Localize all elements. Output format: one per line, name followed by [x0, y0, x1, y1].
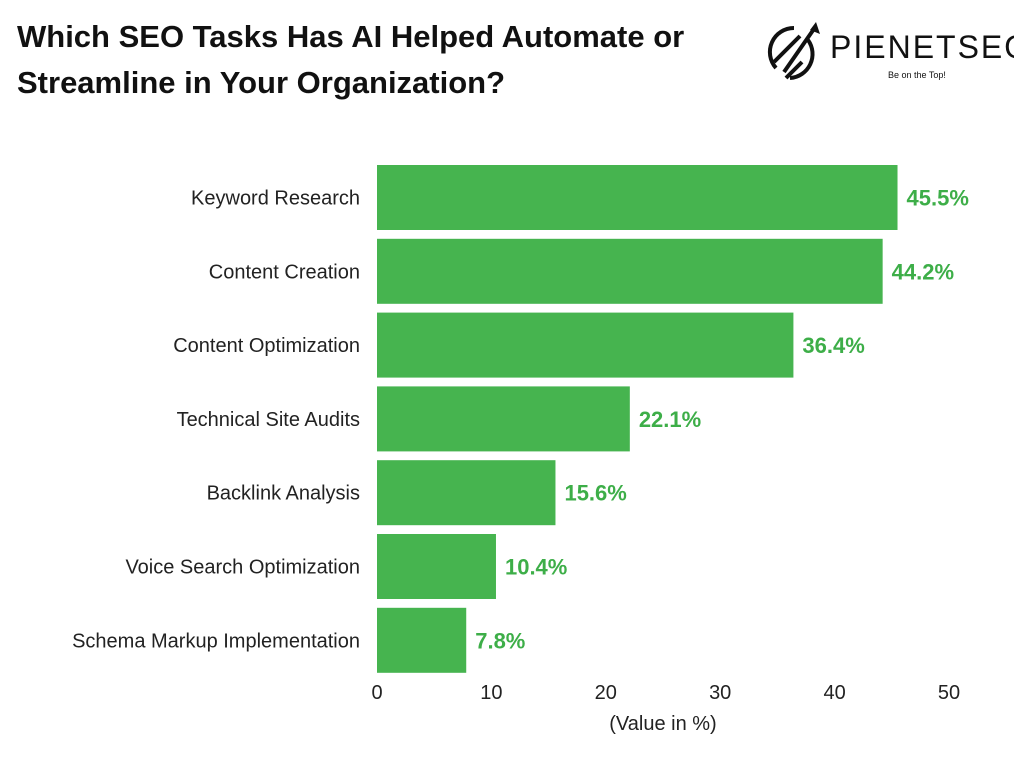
data-label: 10.4% — [505, 555, 567, 580]
category-label: Schema Markup Implementation — [72, 630, 360, 652]
x-tick-label: 20 — [595, 682, 617, 704]
bar — [377, 238, 883, 304]
bar — [377, 607, 467, 673]
bar — [377, 386, 630, 452]
data-label: 15.6% — [564, 481, 626, 506]
category-label: Voice Search Optimization — [125, 557, 360, 579]
x-tick-label: 0 — [371, 682, 382, 704]
data-label: 7.8% — [475, 628, 525, 653]
x-axis-label: (Value in %) — [609, 713, 716, 735]
bar — [377, 460, 556, 526]
logo-arrows-icon — [767, 24, 818, 80]
bar — [377, 165, 898, 230]
pienetseo-logo: PIENETSEO Be on the Top! — [767, 22, 1014, 80]
category-label: Content Optimization — [173, 335, 360, 357]
category-label: Technical Site Audits — [177, 409, 360, 431]
bar — [377, 534, 496, 599]
x-tick-label: 50 — [938, 682, 960, 704]
data-label: 45.5% — [907, 186, 969, 211]
x-tick-label: 40 — [823, 682, 845, 704]
data-label: 44.2% — [892, 259, 954, 284]
data-label: 36.4% — [802, 333, 864, 358]
x-tick-label: 10 — [480, 682, 502, 704]
category-label: Backlink Analysis — [207, 483, 360, 505]
svg-text:Be on the Top!: Be on the Top! — [888, 70, 946, 80]
category-label: Content Creation — [209, 261, 360, 283]
data-label: 22.1% — [639, 407, 701, 432]
chart-title: Which SEO Tasks Has AI Helped Automate o… — [17, 19, 685, 100]
bar — [377, 312, 794, 378]
svg-text:PIENETSEO: PIENETSEO — [830, 29, 1014, 65]
category-label: Keyword Research — [191, 188, 360, 210]
x-tick-label: 30 — [709, 682, 731, 704]
